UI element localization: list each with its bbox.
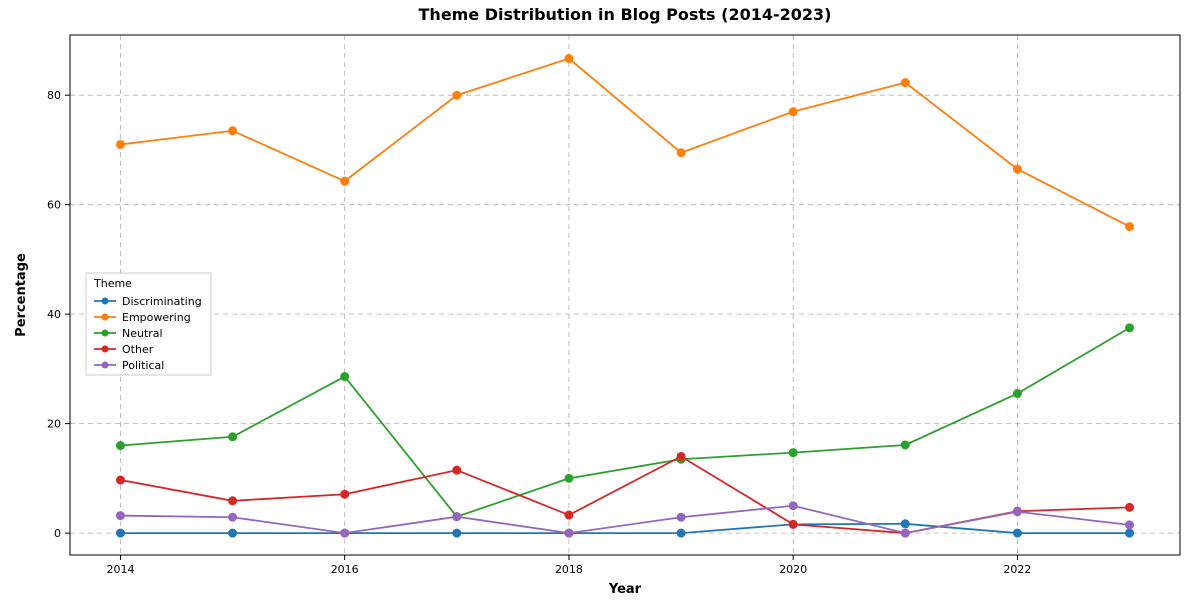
legend-item-label: Discriminating [122, 295, 202, 308]
chart-title: Theme Distribution in Blog Posts (2014-2… [419, 5, 832, 24]
series-marker-other [341, 490, 349, 498]
series-marker-other [453, 466, 461, 474]
series-marker-empowering [677, 149, 685, 157]
series-marker-empowering [565, 55, 573, 63]
series-marker-neutral [116, 442, 124, 450]
series-marker-neutral [789, 449, 797, 457]
series-marker-discriminating [116, 529, 124, 537]
y-tick-label: 60 [47, 199, 61, 212]
legend-marker-icon [102, 346, 109, 353]
series-marker-other [1126, 503, 1134, 511]
series-marker-empowering [1126, 223, 1134, 231]
series-marker-discriminating [677, 529, 685, 537]
series-marker-political [1126, 521, 1134, 529]
series-marker-empowering [1013, 165, 1021, 173]
series-marker-political [789, 502, 797, 510]
series-marker-neutral [1013, 390, 1021, 398]
series-marker-empowering [453, 91, 461, 99]
legend-marker-icon [102, 298, 109, 305]
series-marker-other [677, 452, 685, 460]
legend-marker-icon [102, 362, 109, 369]
series-marker-discriminating [1126, 529, 1134, 537]
series-marker-political [116, 512, 124, 520]
x-tick-label: 2018 [555, 563, 583, 576]
legend-item-label: Empowering [122, 311, 191, 324]
series-marker-empowering [341, 177, 349, 185]
series-marker-discriminating [453, 529, 461, 537]
legend-marker-icon [102, 314, 109, 321]
legend-marker-icon [102, 330, 109, 337]
series-line-empowering [120, 59, 1129, 227]
y-tick-label: 0 [54, 527, 61, 540]
series-marker-empowering [116, 140, 124, 148]
series-marker-discriminating [229, 529, 237, 537]
series-marker-discriminating [1013, 529, 1021, 537]
series-marker-neutral [565, 474, 573, 482]
legend-item-label: Political [122, 359, 164, 372]
line-chart-svg: 2014 2016 2018 2020 2022 0 20 40 60 80 Theme Distr… [0, 0, 1200, 600]
x-tick-label: 2020 [779, 563, 807, 576]
x-tick-label: 2016 [331, 563, 359, 576]
series-line-neutral [120, 328, 1129, 517]
legend-item-label: Neutral [122, 327, 163, 340]
series-marker-political [453, 513, 461, 521]
y-tick-label: 20 [47, 418, 61, 431]
series-marker-discriminating [901, 520, 909, 528]
series-marker-political [1013, 508, 1021, 516]
series-marker-empowering [789, 108, 797, 116]
series-marker-political [901, 529, 909, 537]
y-tick-label: 80 [47, 89, 61, 102]
series-marker-political [229, 513, 237, 521]
series-marker-other [565, 511, 573, 519]
x-axis-label: Year [608, 582, 642, 597]
x-tick-label: 2022 [1003, 563, 1031, 576]
y-tick-label: 40 [47, 308, 61, 321]
series-marker-empowering [229, 127, 237, 135]
series-marker-neutral [1126, 324, 1134, 332]
legend-item-label: Other [122, 343, 154, 356]
series-marker-neutral [341, 373, 349, 381]
x-tick-label: 2014 [106, 563, 134, 576]
series-marker-political [677, 513, 685, 521]
series-marker-neutral [901, 441, 909, 449]
legend-title: Theme [93, 277, 132, 290]
series-marker-other [116, 476, 124, 484]
series-marker-other [229, 497, 237, 505]
series-marker-neutral [229, 433, 237, 441]
chart-container: 2014 2016 2018 2020 2022 0 20 40 60 80 Theme Distr… [0, 0, 1200, 600]
plot-border [70, 35, 1180, 555]
series-marker-political [341, 529, 349, 537]
series-marker-other [789, 520, 797, 528]
series-marker-political [565, 529, 573, 537]
y-axis-label: Percentage [14, 253, 29, 337]
series-marker-empowering [901, 79, 909, 87]
